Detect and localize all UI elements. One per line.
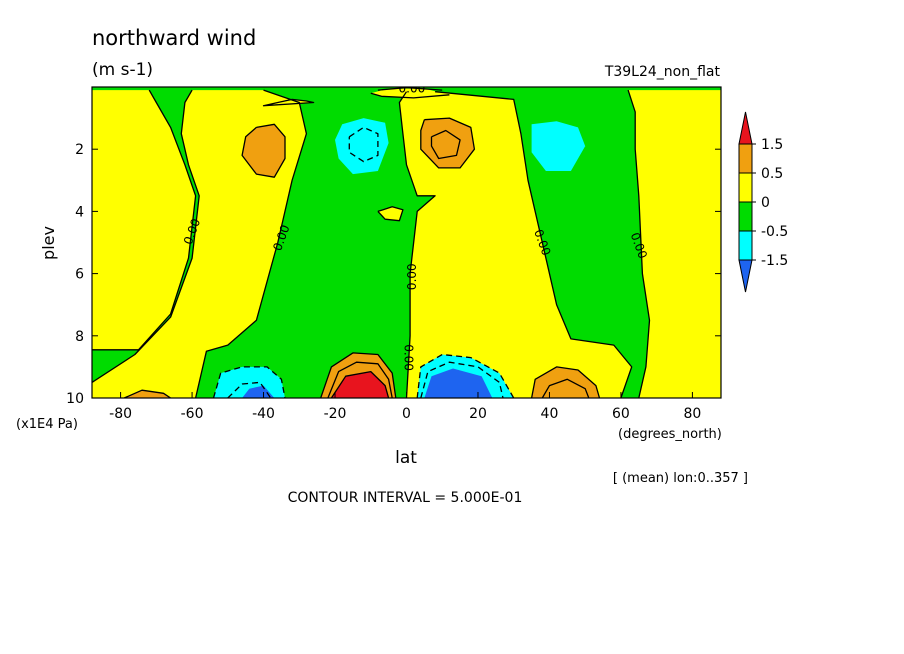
contour-line-solid [241, 123, 286, 178]
contour-line-solid [530, 366, 601, 398]
dataset-label: T39L24_non_flat [604, 64, 721, 80]
region-orange [124, 390, 171, 398]
y-tick-label: 2 [75, 142, 84, 158]
contour-line-dashed [212, 366, 286, 398]
y-tick-label: 4 [75, 204, 84, 220]
region-cyan [531, 121, 586, 171]
x-tick-label: 0 [402, 406, 411, 422]
region-yellow [377, 206, 403, 221]
contour-line-solid [627, 89, 651, 398]
contour-line-solid [398, 91, 436, 398]
region-blue [242, 385, 275, 398]
region-blue [424, 368, 493, 398]
x-tick-label: -60 [181, 406, 204, 422]
legend-level-label: 0.5 [761, 166, 783, 182]
x-axis-units: (degrees_north) [618, 427, 722, 442]
region-orange [420, 118, 475, 168]
region-orange [242, 124, 285, 178]
x-tick-label: -80 [109, 406, 132, 422]
contour-line-solid [541, 378, 590, 398]
x-tick-label: -40 [252, 406, 275, 422]
contour-line-dashed [420, 361, 504, 398]
contour-line-solid [435, 91, 633, 398]
contour-line-solid [92, 89, 200, 383]
x-tick-label: -20 [324, 406, 347, 422]
y-tick-label: 6 [75, 267, 84, 283]
x-axis-label: lat [395, 448, 417, 468]
contour-line-solid [262, 98, 315, 107]
contour-line-solid [194, 89, 308, 398]
contour-interval-note: CONTOUR INTERVAL = 5.000E-01 [288, 490, 523, 506]
contour-line-solid [377, 206, 404, 222]
contour-line-solid [330, 370, 390, 398]
legend-level-label: -1.5 [761, 253, 788, 269]
x-tick-label: 80 [683, 406, 701, 422]
legend-level-label: 1.5 [761, 137, 783, 153]
contour-label: 0.00 [399, 82, 426, 96]
region-yellow [628, 90, 721, 398]
contour-line-solid [327, 361, 393, 398]
contour-line-solid [92, 89, 197, 351]
x-tick-label: 40 [541, 406, 559, 422]
region-yellow [370, 88, 450, 98]
region-yellow [92, 90, 196, 350]
y-tick-label: 10 [66, 391, 84, 407]
x-tick-label: 60 [612, 406, 630, 422]
contour-line-solid [123, 389, 171, 398]
region-cyan [335, 118, 389, 175]
plot-area: 0.00 0.000.000.000.00 0.000.00 [92, 82, 721, 398]
contour-line-solid [370, 92, 450, 99]
contour-label: 0.00 [401, 344, 415, 371]
legend-arrow-bottom [738, 259, 753, 293]
contour-line-solid [320, 352, 397, 398]
legend-level-label: 0 [761, 195, 770, 211]
y-axis-units: (x1E4 Pa) [16, 417, 78, 432]
color-legend: 1.5 0.5 0 -0.5 -1.5 [738, 111, 788, 293]
legend-level-label: -0.5 [761, 224, 788, 240]
contour-line-solid [420, 117, 476, 169]
averaging-note: [ (mean) lon:0..357 ] [613, 471, 748, 486]
contour-line-dashed [227, 381, 272, 398]
contour-label: 0.00 [405, 263, 419, 290]
region-red [331, 371, 389, 398]
legend-swatch [738, 143, 753, 174]
contour-line-dashed [348, 126, 379, 163]
legend-swatch [738, 230, 753, 261]
y-tick-label: 8 [75, 329, 84, 345]
contour-line-solid [430, 129, 461, 160]
legend-swatch [738, 201, 753, 232]
x-tick-label: 20 [469, 406, 487, 422]
legend-swatch [738, 172, 753, 203]
contour-line-dashed [416, 353, 515, 398]
y-axis-label: plev [39, 226, 58, 260]
chart-units: (m s-1) [92, 60, 153, 80]
chart-title: northward wind [92, 26, 256, 50]
